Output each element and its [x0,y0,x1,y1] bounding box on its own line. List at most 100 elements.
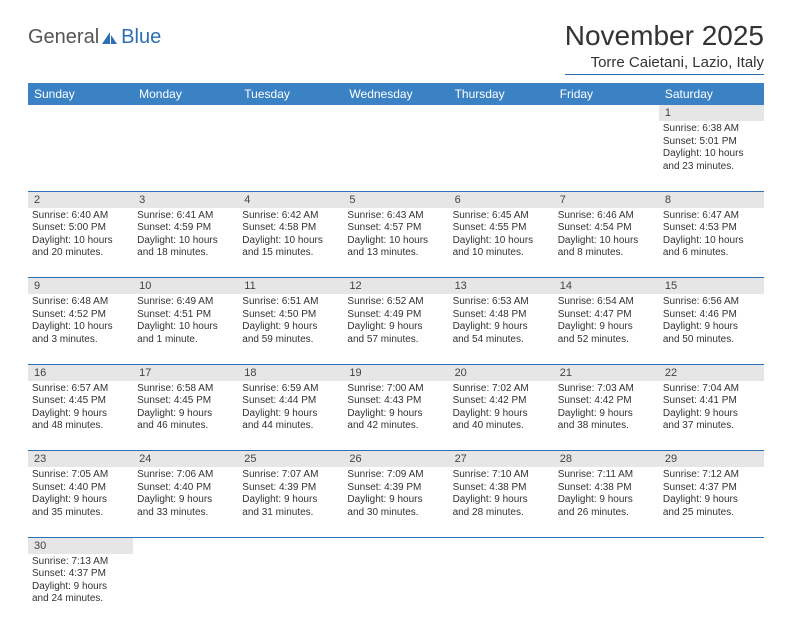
day-number-cell: 2 [28,191,133,208]
daylight-line-2: and 44 minutes. [242,420,339,433]
sunset-line: Sunset: 4:50 PM [242,309,339,322]
sunrise-line: Sunrise: 6:53 AM [453,296,550,309]
day-number-cell: 8 [659,191,764,208]
daylight-line-2: and 37 minutes. [663,420,760,433]
daylight-line-2: and 1 minute. [137,334,234,347]
calendar-cell: Sunrise: 6:57 AMSunset: 4:45 PMDaylight:… [28,381,133,451]
day-number-cell [238,105,343,121]
sunrise-line: Sunrise: 6:58 AM [137,383,234,396]
day-number-cell: 27 [449,451,554,468]
sunrise-line: Sunrise: 7:12 AM [663,469,760,482]
daylight-line-2: and 13 minutes. [347,247,444,260]
calendar-cell: Sunrise: 6:43 AMSunset: 4:57 PMDaylight:… [343,208,448,278]
day-number-cell [343,105,448,121]
calendar-cell [554,121,659,191]
day-number-cell: 24 [133,451,238,468]
calendar-cell: Sunrise: 6:49 AMSunset: 4:51 PMDaylight:… [133,294,238,364]
calendar-cell: Sunrise: 7:02 AMSunset: 4:42 PMDaylight:… [449,381,554,451]
calendar-row: Sunrise: 6:38 AMSunset: 5:01 PMDaylight:… [28,121,764,191]
sunrise-line: Sunrise: 6:38 AM [663,123,760,136]
weekday-header: Thursday [449,83,554,105]
logo: General Blue [28,26,161,49]
header: General Blue November 2025 Torre Caietan… [28,20,764,75]
day-number-cell: 30 [28,537,133,554]
sunrise-line: Sunrise: 7:06 AM [137,469,234,482]
sunset-line: Sunset: 4:37 PM [663,482,760,495]
sunrise-line: Sunrise: 7:05 AM [32,469,129,482]
daylight-line-2: and 54 minutes. [453,334,550,347]
sunrise-line: Sunrise: 6:57 AM [32,383,129,396]
calendar-cell [28,121,133,191]
calendar-cell: Sunrise: 6:53 AMSunset: 4:48 PMDaylight:… [449,294,554,364]
calendar-cell: Sunrise: 7:06 AMSunset: 4:40 PMDaylight:… [133,467,238,537]
calendar-cell [554,554,659,624]
sunrise-line: Sunrise: 7:10 AM [453,469,550,482]
sunrise-line: Sunrise: 7:00 AM [347,383,444,396]
sunset-line: Sunset: 4:42 PM [453,395,550,408]
calendar-row: Sunrise: 6:48 AMSunset: 4:52 PM Daylight:… [28,294,764,364]
daylight-line-1: Daylight: 9 hours [242,321,339,334]
sunset-line: Sunset: 4:52 PM [32,309,129,322]
day-number-cell: 16 [28,364,133,381]
day-number-cell [238,537,343,554]
calendar-row: Sunrise: 6:57 AMSunset: 4:45 PMDaylight:… [28,381,764,451]
daylight-line-1: Daylight: 9 hours [347,321,444,334]
sunset-line: Sunset: 4:53 PM [663,222,760,235]
daylight-line-2: and 59 minutes. [242,334,339,347]
daylight-line-1: Daylight: 10 hours [137,321,234,334]
calendar-cell: Sunrise: 6:51 AMSunset: 4:50 PMDaylight:… [238,294,343,364]
daylight-line-2: and 30 minutes. [347,507,444,520]
calendar-row: Sunrise: 7:13 AMSunset: 4:37 PMDaylight:… [28,554,764,624]
daylight-line-1: Daylight: 9 hours [347,408,444,421]
day-number-cell [133,105,238,121]
daylight-line-1: Daylight: 9 hours [242,494,339,507]
calendar-cell: Sunrise: 7:07 AMSunset: 4:39 PMDaylight:… [238,467,343,537]
calendar-cell: Sunrise: 7:10 AMSunset: 4:38 PMDaylight:… [449,467,554,537]
day-number-cell: 5 [343,191,448,208]
daylight-line-2: and 8 minutes. [558,247,655,260]
sunrise-line: Sunrise: 7:13 AM [32,556,129,569]
location: Torre Caietani, Lazio, Italy [565,54,764,75]
sunset-line: Sunset: 4:48 PM [453,309,550,322]
day-number-cell: 4 [238,191,343,208]
daylight-line-2: and 25 minutes. [663,507,760,520]
day-number-cell: 25 [238,451,343,468]
sunset-line: Sunset: 4:41 PM [663,395,760,408]
sunset-line: Sunset: 4:38 PM [558,482,655,495]
day-number-cell: 20 [449,364,554,381]
day-number-cell: 13 [449,278,554,295]
calendar-cell: Sunrise: 7:03 AMSunset: 4:42 PMDaylight:… [554,381,659,451]
calendar-row: Sunrise: 6:40 AMSunset: 5:00 PMDaylight:… [28,208,764,278]
daylight-line-1: Daylight: 9 hours [32,408,129,421]
weekday-header: Saturday [659,83,764,105]
daylight-line-1: Daylight: 10 hours [663,235,760,248]
daylight-line-2: and 24 minutes. [32,593,129,606]
sunset-line: Sunset: 4:43 PM [347,395,444,408]
day-number-row: 9101112131415 [28,278,764,295]
weekday-header: Monday [133,83,238,105]
calendar-cell [449,121,554,191]
sunrise-line: Sunrise: 6:43 AM [347,210,444,223]
calendar-cell [449,554,554,624]
daylight-line-1: Daylight: 10 hours [137,235,234,248]
daylight-line-1: Daylight: 9 hours [453,321,550,334]
day-number-cell: 22 [659,364,764,381]
sunset-line: Sunset: 4:40 PM [137,482,234,495]
sunset-line: Sunset: 4:45 PM [32,395,129,408]
daylight-line-1: Daylight: 9 hours [453,494,550,507]
calendar-cell [238,554,343,624]
day-number-cell: 26 [343,451,448,468]
calendar-cell [659,554,764,624]
daylight-line-2: and 40 minutes. [453,420,550,433]
sunset-line: Sunset: 4:57 PM [347,222,444,235]
calendar-cell: Sunrise: 7:12 AMSunset: 4:37 PMDaylight:… [659,467,764,537]
sunrise-line: Sunrise: 6:46 AM [558,210,655,223]
sunrise-line: Sunrise: 6:51 AM [242,296,339,309]
sunrise-line: Sunrise: 6:48 AM [32,296,129,309]
daylight-line-2: and 48 minutes. [32,420,129,433]
daylight-line-2: and 18 minutes. [137,247,234,260]
sunrise-line: Sunrise: 6:54 AM [558,296,655,309]
sunset-line: Sunset: 4:46 PM [663,309,760,322]
day-number-row: 30 [28,537,764,554]
day-number-cell: 6 [449,191,554,208]
